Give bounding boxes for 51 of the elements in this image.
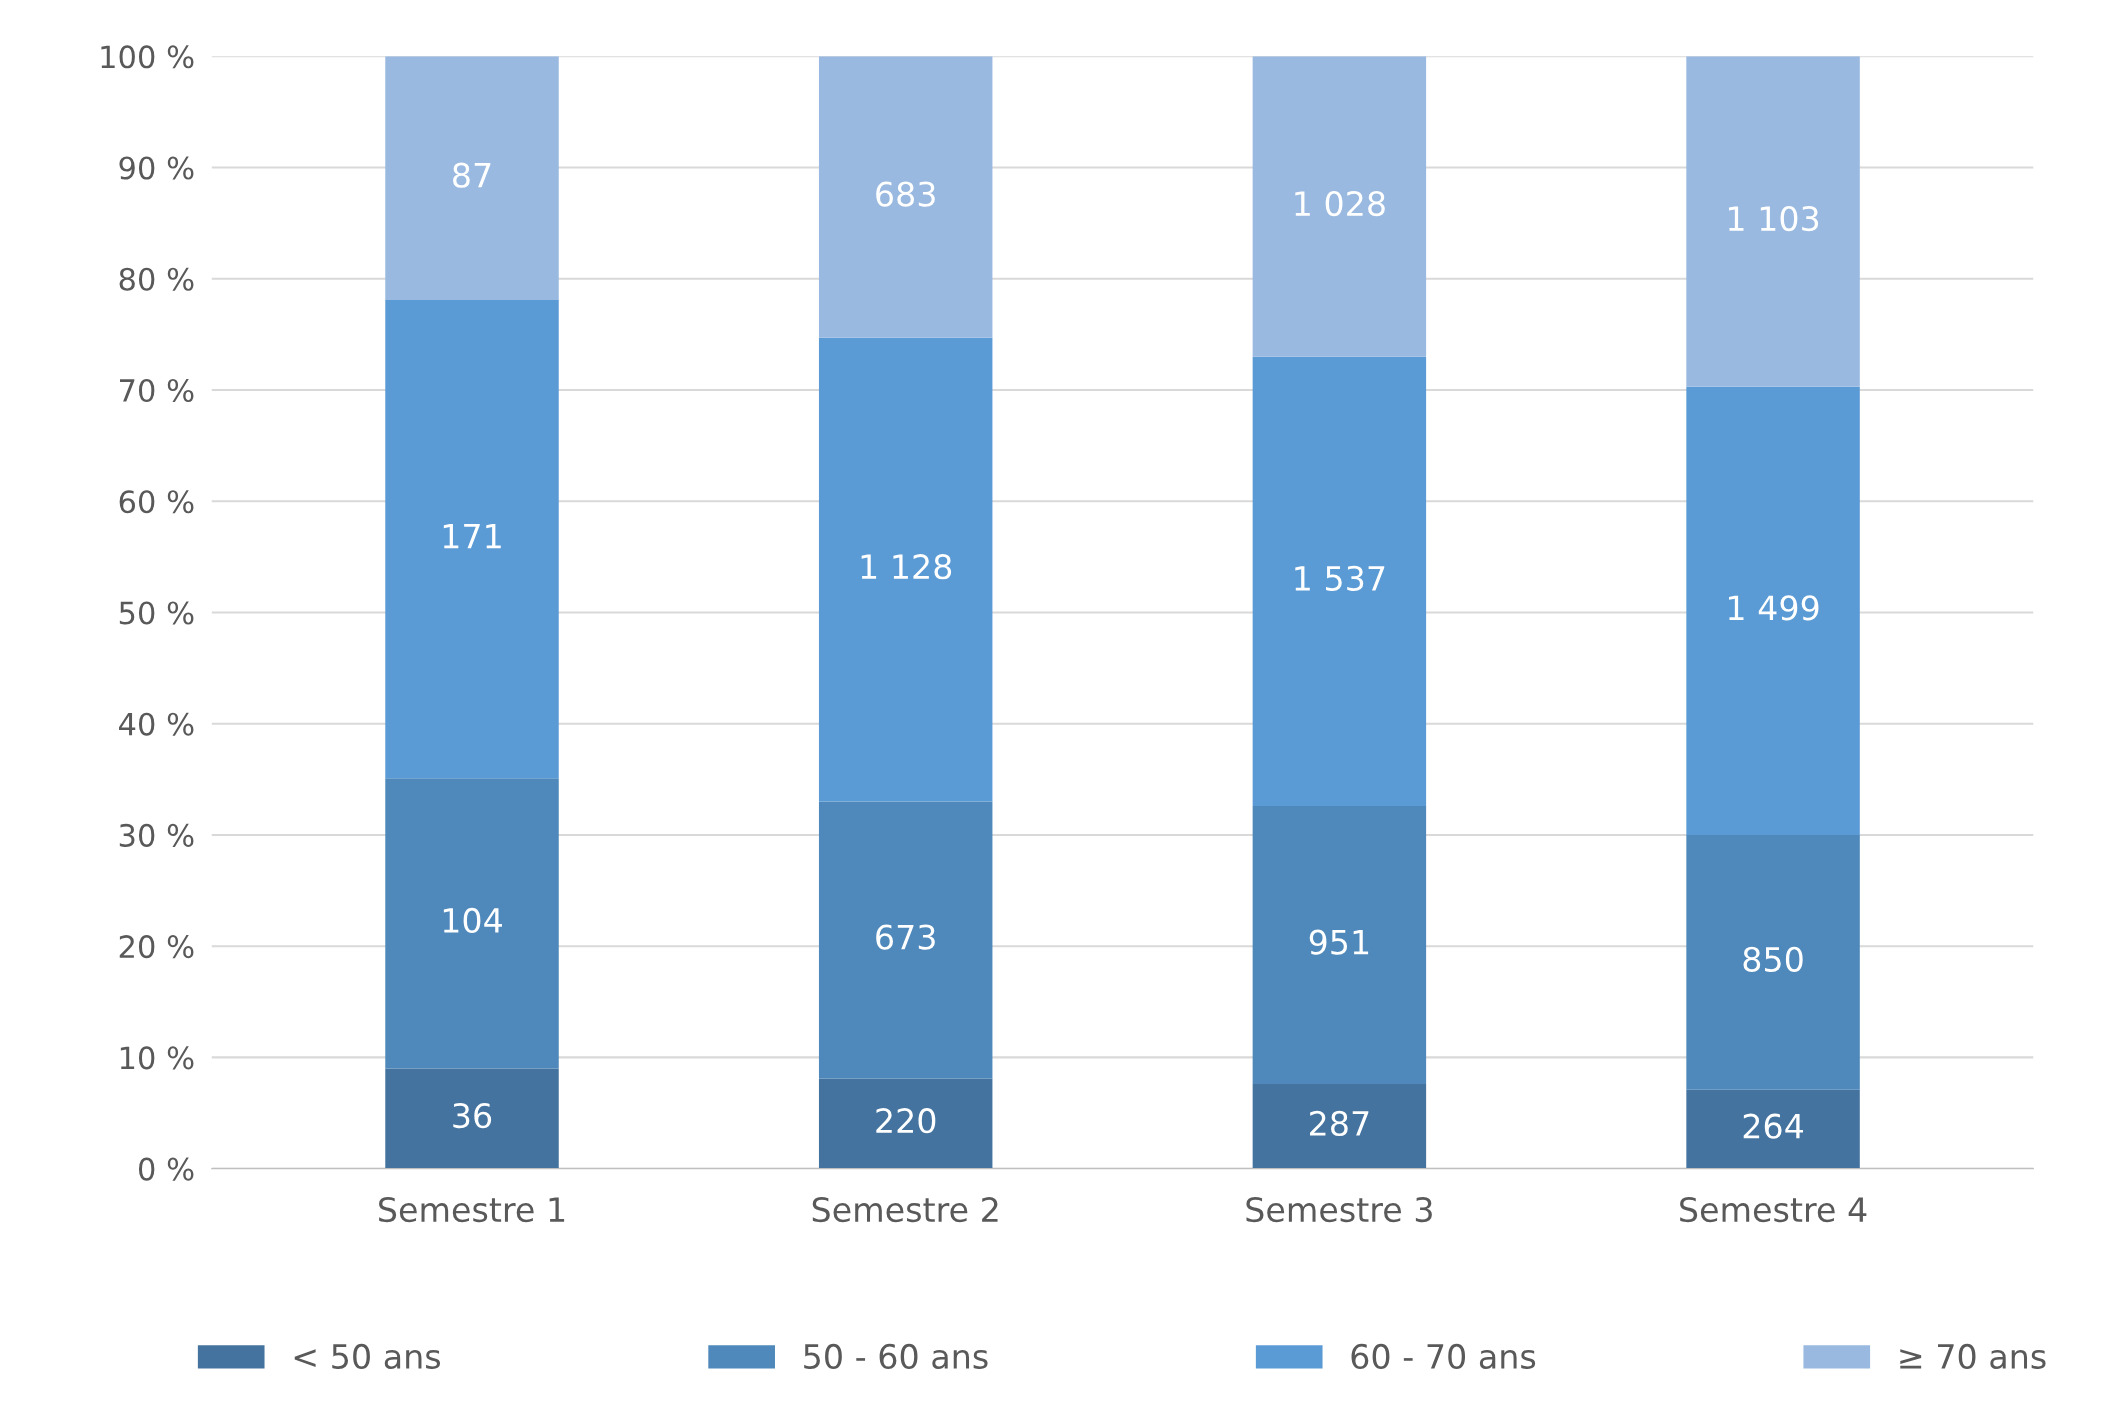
bar: [1252, 1084, 1427, 1169]
annotation: 683: [876, 181, 935, 207]
annotation: 1 499: [1729, 595, 1819, 621]
annotation: 1 128: [861, 554, 952, 580]
y-tick-label: 70 %: [120, 378, 194, 403]
bar: [1686, 386, 1860, 835]
annotation: 171: [443, 523, 501, 549]
y-tick-label: 30 %: [119, 823, 194, 847]
bar: [818, 1078, 993, 1169]
bar: [385, 1068, 559, 1169]
bar: [385, 56, 559, 300]
annotation: 1 103: [1729, 205, 1819, 232]
annotation: 220: [876, 1108, 936, 1134]
bar: [1686, 834, 1860, 1090]
annotation: 87: [453, 162, 491, 188]
y-tick-label: 10 %: [120, 1046, 194, 1070]
annotation: 673: [876, 924, 935, 950]
bar: [1252, 356, 1427, 807]
y-tick-label: 80 %: [119, 267, 194, 291]
annotation: 36: [453, 1103, 492, 1129]
legend-label: < 50 ans: [294, 1343, 441, 1370]
y-tick-label: 40 %: [119, 712, 194, 736]
y-tick-label: 90 %: [119, 156, 194, 180]
y-tick-label: 100 %: [101, 45, 194, 69]
bar: [1686, 1089, 1860, 1169]
annotation: 1 537: [1295, 565, 1385, 592]
x-tick-label: Semestre 1: [379, 1197, 565, 1223]
annotation: 287: [1310, 1110, 1369, 1137]
y-tick-label: 20 %: [119, 935, 194, 959]
annotation: 850: [1743, 946, 1803, 972]
x-tick-label: Semestre 4: [1680, 1197, 1867, 1223]
bar: [1252, 56, 1427, 357]
x-tick-label: Semestre 3: [1246, 1197, 1432, 1223]
annotation: 1 028: [1295, 190, 1385, 217]
x-tick-label: Semestre 2: [812, 1197, 998, 1223]
legend-label: 50 - 60 ans: [804, 1343, 988, 1370]
bar: [385, 299, 559, 779]
bar: [385, 778, 559, 1069]
legend-label: ≥ 70 ans: [1900, 1343, 2046, 1370]
bar: [818, 337, 993, 802]
bar: [818, 56, 993, 338]
y-tick-label: 0 %: [138, 1157, 194, 1181]
legend-label: 60 - 70 ans: [1351, 1343, 1536, 1370]
y-tick-label: 60 %: [119, 490, 194, 514]
bar: [1252, 806, 1427, 1085]
bar: [1686, 56, 1860, 387]
annotation: 951: [1309, 929, 1369, 955]
bar: [818, 801, 993, 1079]
annotation: 104: [443, 907, 502, 934]
annotation: 264: [1743, 1113, 1804, 1139]
y-tick-label: 50 %: [119, 601, 194, 625]
